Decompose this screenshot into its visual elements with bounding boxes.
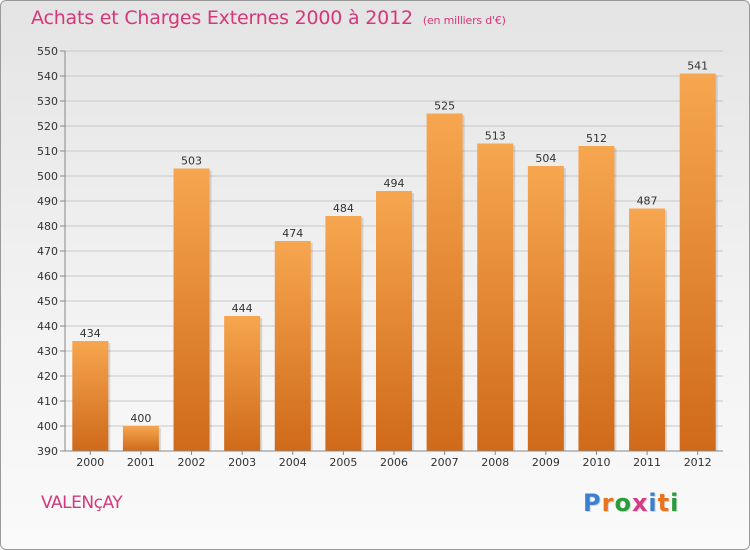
axis-layer: 390 400 410 420 430 440 450 460 470 480 490 500 510 5… <box>37 45 723 469</box>
x-tick-label: 2002 <box>178 456 206 469</box>
x-tick-label: 2011 <box>633 456 661 469</box>
bar-value-label: 541 <box>687 60 708 73</box>
logo-letter: i <box>648 489 658 517</box>
logo-letter: o <box>614 489 632 517</box>
bar <box>173 168 210 451</box>
y-tick-label: 430 <box>37 345 58 358</box>
y-tick-label: 480 <box>37 220 58 233</box>
bar-value-label: 513 <box>485 130 506 143</box>
bar-value-label: 444 <box>232 302 253 315</box>
bar <box>325 216 362 451</box>
logo-letter: x <box>631 489 649 517</box>
logo-letter: P <box>583 489 602 517</box>
bar <box>72 341 109 451</box>
x-tick-label: 2001 <box>127 456 155 469</box>
bar <box>376 191 412 451</box>
x-tick-label: 2009 <box>532 456 560 469</box>
chart-title-block: Achats et Charges Externes 2000 à 2012 (e… <box>31 7 506 29</box>
y-tick-label: 440 <box>37 320 58 333</box>
y-tick-label: 460 <box>37 270 58 283</box>
bar <box>477 143 514 451</box>
bar-value-label: 525 <box>434 100 455 113</box>
y-tick-label: 520 <box>37 120 58 133</box>
y-tick-label: 470 <box>37 245 58 258</box>
y-tick-label: 490 <box>37 195 58 208</box>
logo-letter: r <box>601 489 615 517</box>
bar-value-label: 503 <box>181 155 202 168</box>
x-tick-label: 2003 <box>228 456 256 469</box>
bar <box>122 426 159 451</box>
x-tick-label: 2005 <box>329 456 357 469</box>
bar-value-label: 400 <box>130 412 151 425</box>
y-tick-label: 420 <box>37 370 58 383</box>
bar <box>527 166 564 451</box>
bar-value-label: 504 <box>535 152 556 165</box>
x-tick-label: 2006 <box>380 456 408 469</box>
location-label: VALENçAY <box>41 493 123 513</box>
bar <box>426 113 463 451</box>
chart-subtitle: (en milliers d'€) <box>422 14 506 27</box>
bar-value-label: 434 <box>80 327 101 340</box>
y-tick-label: 510 <box>37 145 58 158</box>
bar <box>578 146 615 451</box>
y-tick-label: 450 <box>37 295 58 308</box>
y-tick-label: 500 <box>37 170 58 183</box>
bar <box>224 316 261 451</box>
bar-value-label: 484 <box>333 202 354 215</box>
bar-layer <box>72 73 718 451</box>
proxiti-logo: Proxiti <box>583 489 679 517</box>
bar-value-label: 512 <box>586 132 607 145</box>
y-tick-label: 540 <box>37 70 58 83</box>
y-tick-label: 390 <box>37 445 58 458</box>
bar-value-label: 487 <box>637 195 658 208</box>
bar-value-label: 474 <box>282 227 303 240</box>
x-tick-label: 2012 <box>684 456 712 469</box>
bar <box>629 208 666 451</box>
x-tick-label: 2004 <box>279 456 307 469</box>
x-tick-label: 2008 <box>481 456 509 469</box>
y-tick-label: 550 <box>37 45 58 58</box>
chart-title: Achats et Charges Externes 2000 à 2012 <box>31 7 413 29</box>
logo-letter: i <box>670 489 680 517</box>
logo-letter: t <box>657 489 671 517</box>
x-tick-label: 2010 <box>582 456 610 469</box>
x-tick-label: 2000 <box>76 456 104 469</box>
y-tick-label: 410 <box>37 395 58 408</box>
y-tick-label: 530 <box>37 95 58 108</box>
bar <box>679 73 716 451</box>
bar <box>274 241 311 451</box>
bar-value-label: 494 <box>384 177 405 190</box>
x-tick-label: 2007 <box>431 456 459 469</box>
y-tick-label: 400 <box>37 420 58 433</box>
